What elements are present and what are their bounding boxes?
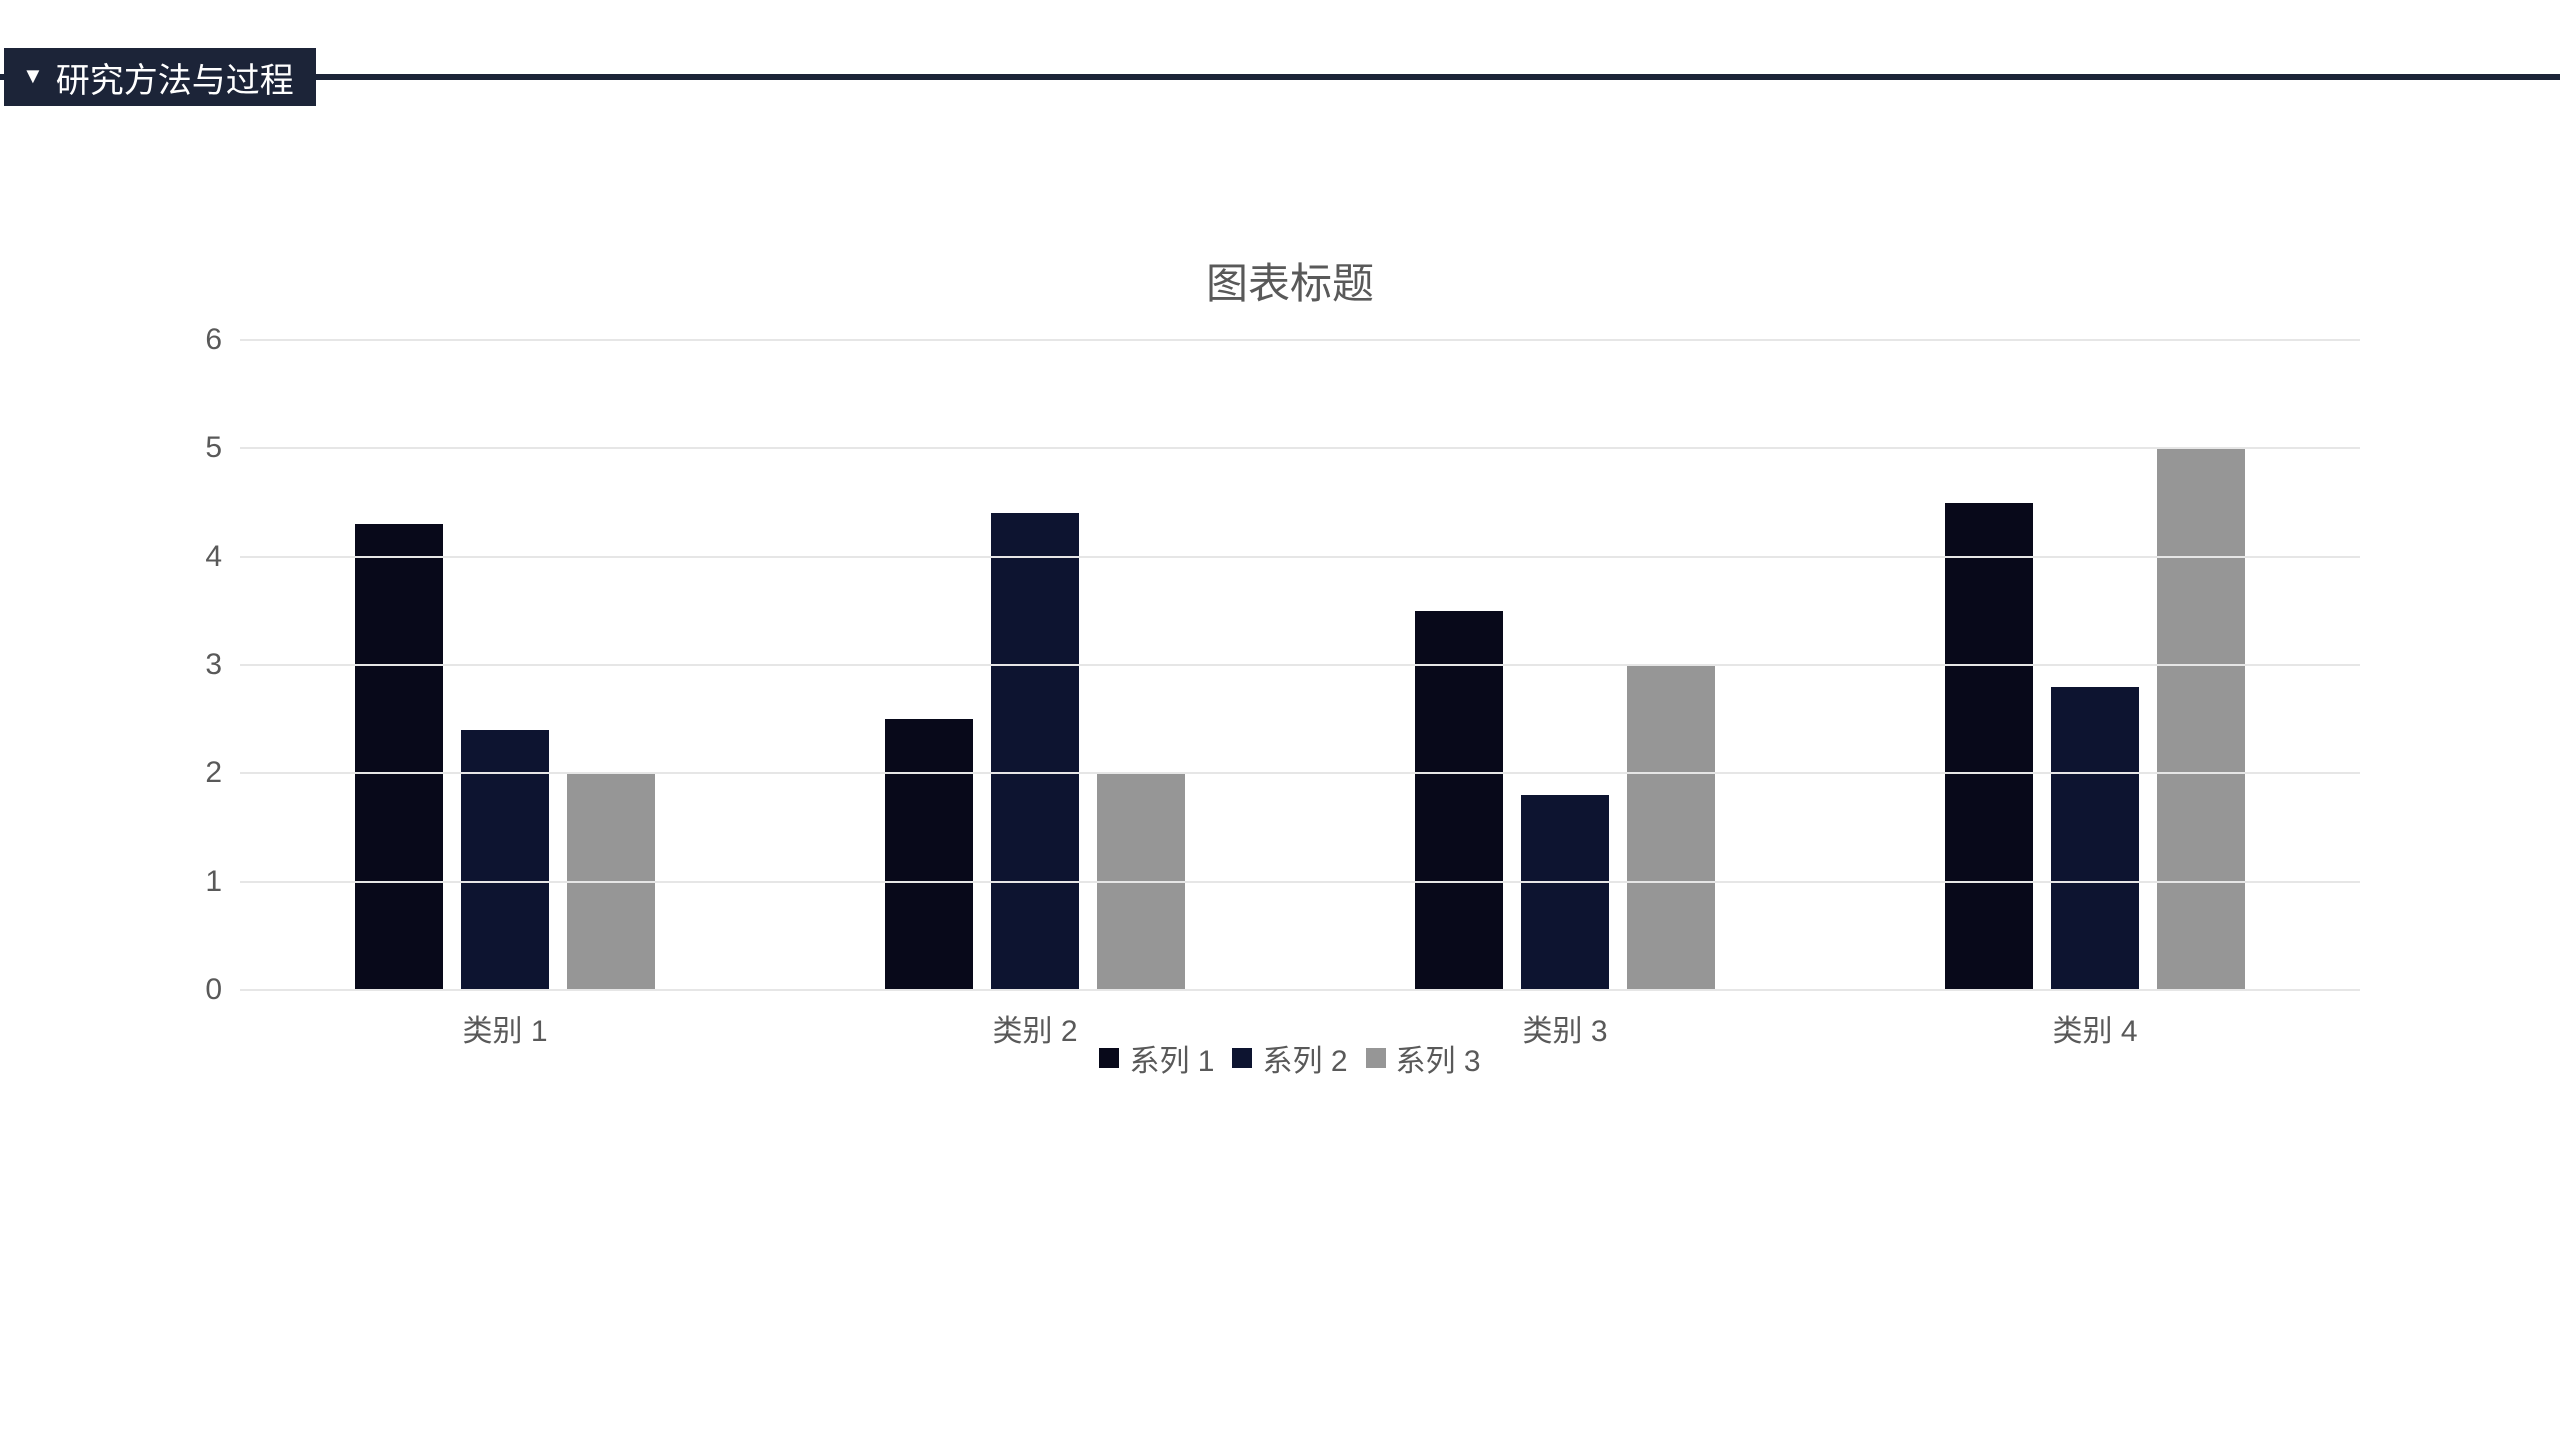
grid-line — [240, 339, 2360, 341]
section-header-label: 研究方法与过程 — [56, 53, 294, 102]
legend-swatch — [1099, 1048, 1119, 1068]
grid-line — [240, 772, 2360, 774]
legend-swatch — [1232, 1048, 1252, 1068]
y-axis-tick: 0 — [205, 973, 222, 1007]
section-header-tab: ▼ 研究方法与过程 — [4, 48, 316, 106]
bar — [991, 513, 1079, 990]
bar — [1945, 503, 2033, 991]
y-axis-tick: 1 — [205, 865, 222, 899]
bar — [2157, 448, 2245, 990]
bar — [1521, 795, 1609, 990]
grid-line — [240, 989, 2360, 991]
legend-label: 系列 2 — [1262, 1036, 1347, 1080]
legend-item: 系列 2 — [1232, 1036, 1347, 1080]
legend-item: 系列 3 — [1366, 1036, 1481, 1080]
legend-swatch — [1366, 1048, 1386, 1068]
bar — [355, 524, 443, 990]
bar — [1415, 611, 1503, 990]
grid-line — [240, 664, 2360, 666]
bar — [885, 719, 973, 990]
chart-plot-area: 0123456类别 1类别 2类别 3类别 4 — [240, 340, 2360, 990]
y-axis-tick: 6 — [205, 323, 222, 357]
chart-legend: 系列 1 系列 2 系列 3 — [200, 1036, 2380, 1080]
y-axis-tick: 4 — [205, 540, 222, 574]
bar — [461, 730, 549, 990]
grid-line — [240, 447, 2360, 449]
chevron-down-icon: ▼ — [22, 63, 44, 89]
grid-line — [240, 881, 2360, 883]
y-axis-tick: 5 — [205, 431, 222, 465]
y-axis-tick: 2 — [205, 756, 222, 790]
legend-item: 系列 1 — [1099, 1036, 1214, 1080]
legend-label: 系列 1 — [1129, 1036, 1214, 1080]
chart-title: 图表标题 — [200, 250, 2380, 311]
grid-line — [240, 556, 2360, 558]
bar — [2051, 687, 2139, 990]
bar — [1627, 665, 1715, 990]
legend-label: 系列 3 — [1396, 1036, 1481, 1080]
y-axis-tick: 3 — [205, 648, 222, 682]
chart-container: 图表标题 0123456类别 1类别 2类别 3类别 4 系列 1系列 2系列 … — [200, 250, 2380, 1150]
header-divider — [0, 74, 2560, 80]
